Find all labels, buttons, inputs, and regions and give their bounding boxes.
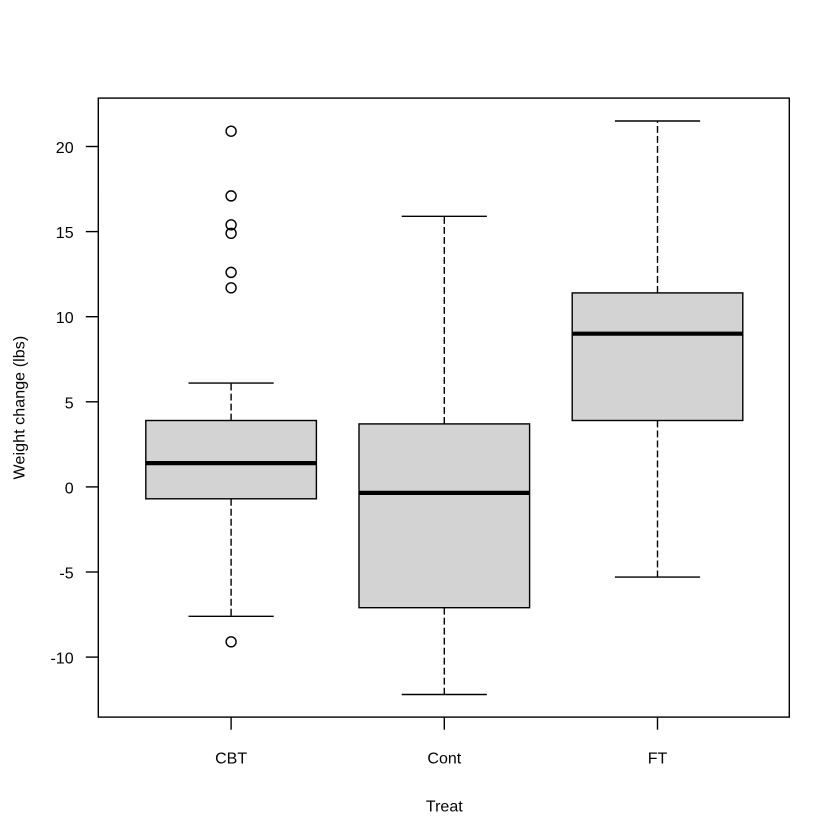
svg-text:15: 15 (56, 225, 74, 242)
svg-text:Cont: Cont (427, 751, 461, 768)
svg-text:0: 0 (65, 480, 74, 497)
svg-text:-5: -5 (59, 566, 73, 583)
svg-text:CBT: CBT (215, 751, 247, 768)
svg-text:FT: FT (648, 751, 668, 768)
svg-text:10: 10 (56, 310, 74, 327)
svg-text:5: 5 (65, 395, 74, 412)
svg-text:Treat: Treat (426, 799, 463, 816)
svg-text:Weight change (lbs): Weight change (lbs) (11, 336, 28, 480)
svg-text:20: 20 (56, 140, 74, 157)
svg-text:-10: -10 (50, 651, 73, 668)
